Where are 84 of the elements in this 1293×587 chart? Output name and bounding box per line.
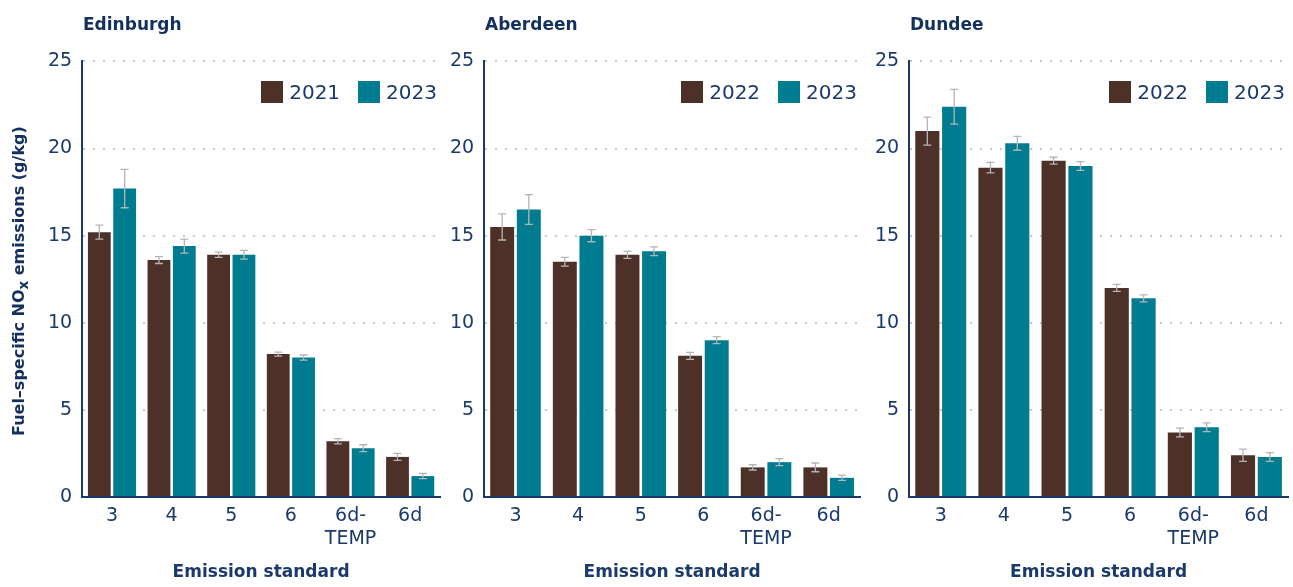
bar <box>1257 456 1282 496</box>
bar <box>579 235 604 496</box>
y-tick-label: 10 <box>47 309 73 332</box>
legend-label: 2021 <box>289 80 341 104</box>
chart-title: Edinburgh <box>83 14 182 34</box>
bar <box>1230 455 1256 496</box>
bar <box>351 448 375 496</box>
legend-label: 2023 <box>806 80 857 104</box>
bar <box>704 340 729 496</box>
x-tick-label: 5 <box>1060 503 1074 526</box>
x-tick-label: 3 <box>509 503 522 526</box>
bar <box>803 467 828 496</box>
y-tick-label: 5 <box>887 396 900 419</box>
y-tick-label: 20 <box>449 135 475 158</box>
bar <box>207 254 230 496</box>
legend-label: 2023 <box>1234 80 1285 104</box>
y-tick-label: 15 <box>47 222 73 245</box>
bar <box>767 462 792 496</box>
bar <box>1167 432 1192 496</box>
bar <box>830 477 854 496</box>
bar <box>292 357 315 496</box>
x-tick-label: 6d-TEMP <box>323 503 377 549</box>
bar <box>678 355 703 496</box>
bar <box>516 209 541 496</box>
bar <box>1068 165 1093 496</box>
bar <box>172 246 196 496</box>
x-tick-label: 5 <box>225 503 238 526</box>
bar <box>266 354 290 496</box>
bar <box>147 260 171 496</box>
y-tick-label: 0 <box>60 483 73 506</box>
bar <box>87 232 111 496</box>
bar <box>1005 143 1030 496</box>
y-tick-label: 20 <box>47 135 73 158</box>
bar <box>915 131 940 496</box>
y-tick-label: 5 <box>462 396 475 419</box>
bar <box>386 456 409 496</box>
y-tick-label: 25 <box>874 48 900 71</box>
y-tick-label: 15 <box>874 222 900 245</box>
y-tick-label: 20 <box>874 135 900 158</box>
x-tick-label: 3 <box>105 503 119 526</box>
y-tick-label: 10 <box>874 309 900 332</box>
bar <box>740 467 765 496</box>
y-tick-label: 25 <box>449 48 475 71</box>
bar <box>113 188 137 496</box>
x-tick-label: 6 <box>284 503 297 526</box>
bar <box>1104 287 1129 496</box>
bar <box>552 261 577 496</box>
bar <box>490 226 515 496</box>
bar <box>1041 160 1066 496</box>
x-tick-label: 5 <box>634 503 647 526</box>
legend-label: 2023 <box>386 80 437 104</box>
x-axis-title: Emission standard <box>172 561 350 582</box>
bar <box>411 476 435 496</box>
y-tick-label: 5 <box>60 396 73 419</box>
x-tick-label: 6d <box>1244 503 1269 526</box>
bar <box>615 254 640 496</box>
legend-label: 2022 <box>1137 80 1189 104</box>
y-tick-label: 0 <box>887 483 900 506</box>
bar <box>942 106 967 496</box>
x-tick-label: 6 <box>1124 503 1137 526</box>
bar <box>1194 427 1219 496</box>
bar <box>1131 298 1156 496</box>
bar <box>642 251 667 496</box>
bar <box>978 167 1003 496</box>
bar <box>232 254 256 496</box>
x-tick-label: 4 <box>165 503 178 526</box>
x-tick-label: 6d <box>816 503 841 526</box>
y-tick-label: 15 <box>449 222 475 245</box>
y-tick-label: 10 <box>449 309 475 332</box>
y-tick-label: 0 <box>462 483 475 506</box>
chart-title: Dundee <box>910 14 984 34</box>
x-tick-label: 3 <box>934 503 947 526</box>
x-tick-label: 6 <box>697 503 710 526</box>
x-tick-label: 6d-TEMP <box>1166 503 1220 549</box>
y-tick-label: 25 <box>47 48 73 71</box>
chart-title: Aberdeen <box>485 14 578 34</box>
x-tick-label: 6d <box>398 503 423 526</box>
x-tick-label: 4 <box>572 503 585 526</box>
x-axis-title: Emission standard <box>583 561 761 582</box>
bar <box>326 441 350 496</box>
legend-label: 2022 <box>709 80 761 104</box>
x-tick-label: 6d-TEMP <box>739 503 792 549</box>
x-axis-title: Emission standard <box>1010 561 1188 582</box>
x-tick-label: 4 <box>997 503 1010 526</box>
